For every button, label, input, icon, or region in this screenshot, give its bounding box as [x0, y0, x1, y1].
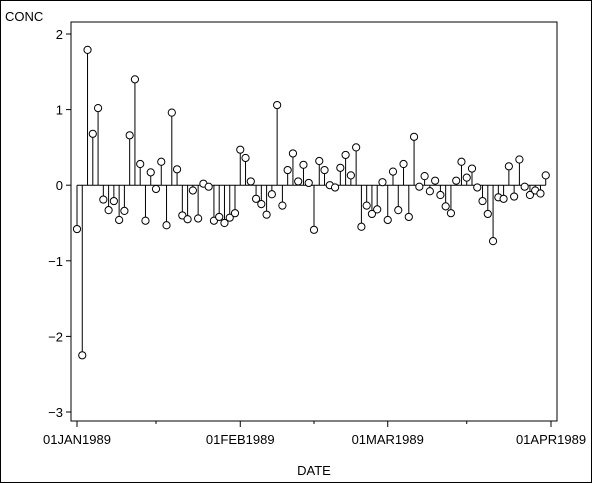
data-point-marker [315, 156, 324, 166]
data-point-marker [404, 212, 413, 222]
x-tick-label: 01JAN1989 [43, 432, 111, 447]
data-point-marker [336, 163, 345, 172]
data-point-marker [441, 202, 450, 211]
data-point-marker [341, 150, 350, 160]
data-point-marker [425, 187, 434, 196]
y-tick-label: −2 [48, 329, 63, 344]
data-point-marker [183, 215, 192, 224]
data-point-marker [267, 190, 276, 199]
data-point-marker [109, 196, 118, 206]
data-point-marker [220, 218, 229, 228]
data-point-marker [136, 159, 145, 169]
y-tick-label: −1 [48, 254, 63, 269]
data-point-marker [262, 210, 271, 219]
data-point-marker [499, 194, 508, 203]
data-point-marker [120, 206, 129, 216]
data-point-marker [283, 165, 292, 175]
data-point-marker [352, 143, 361, 152]
data-point-marker [157, 157, 166, 166]
data-point-marker [483, 209, 492, 219]
y-tick-label: 0 [56, 178, 63, 193]
data-point-marker [241, 153, 250, 163]
data-point-marker [488, 237, 498, 246]
data-point-marker [388, 167, 398, 176]
data-point-marker [415, 182, 424, 191]
data-point-marker [194, 214, 203, 223]
data-point-marker [78, 351, 87, 360]
data-point-marker [273, 100, 282, 110]
x-tick-label: 01MAR1989 [352, 432, 424, 447]
data-point-marker [215, 212, 224, 222]
y-tick-label: 1 [56, 103, 63, 118]
x-axis-label: DATE [297, 463, 331, 478]
data-point-marker [236, 145, 245, 154]
data-point-marker [125, 131, 134, 140]
data-point-marker [309, 225, 319, 234]
data-point-marker [294, 177, 303, 186]
data-point-marker [478, 196, 487, 206]
data-point-marker [431, 176, 440, 185]
data-point-marker [367, 209, 377, 219]
x-tick-label: 01FEB1989 [206, 432, 275, 447]
data-point-marker [452, 176, 461, 185]
data-point-marker [383, 215, 392, 225]
data-point-marker [473, 183, 482, 192]
data-point-marker [457, 157, 466, 166]
data-point-marker [525, 190, 535, 200]
data-point-marker [320, 165, 329, 175]
data-point-marker [378, 178, 387, 187]
data-point-marker [357, 222, 366, 231]
data-point-marker [88, 129, 97, 138]
data-point-marker [346, 171, 355, 180]
data-point-marker [304, 178, 313, 188]
data-point-marker [436, 190, 445, 200]
data-point-marker [225, 213, 234, 222]
data-point-marker [299, 160, 308, 169]
data-point-marker [130, 75, 140, 84]
data-point-marker [151, 184, 161, 194]
data-point-marker [446, 209, 456, 218]
data-point-marker [146, 168, 155, 177]
data-point-marker [515, 155, 524, 164]
data-point-marker [399, 159, 408, 169]
data-point-marker [162, 221, 171, 230]
data-point-marker [257, 200, 266, 209]
y-tick-label: 2 [56, 27, 63, 42]
data-point-marker [394, 206, 403, 215]
data-point-marker [330, 183, 340, 192]
data-point-marker [141, 216, 150, 225]
data-point-marker [93, 103, 103, 113]
data-point-marker [362, 201, 371, 210]
data-point-marker [520, 182, 529, 191]
y-axis-label: CONC [5, 9, 43, 24]
data-point-marker [541, 171, 550, 180]
data-point-marker [230, 209, 240, 218]
data-point-marker [409, 132, 419, 141]
data-point-marker [420, 172, 429, 181]
data-point-marker [104, 206, 113, 215]
data-point-marker [510, 192, 519, 201]
data-point-marker [504, 162, 513, 171]
data-point-marker [536, 189, 545, 198]
y-tick-label: −3 [48, 405, 63, 420]
data-point-marker [72, 224, 82, 234]
data-point-marker [167, 108, 176, 117]
data-point-marker [115, 215, 124, 225]
data-point-marker [251, 194, 261, 203]
data-point-marker [462, 173, 471, 182]
data-point-marker [99, 195, 108, 204]
data-point-marker [278, 201, 287, 210]
data-point-marker [467, 164, 477, 173]
data-point-marker [373, 205, 382, 214]
x-tick-label: 01APR1989 [516, 432, 586, 447]
data-point-marker [172, 165, 182, 174]
data-point-marker [204, 182, 213, 191]
data-point-marker [83, 45, 92, 54]
data-point-marker [246, 177, 255, 186]
data-point-marker [188, 186, 197, 195]
data-point-marker [288, 149, 298, 158]
